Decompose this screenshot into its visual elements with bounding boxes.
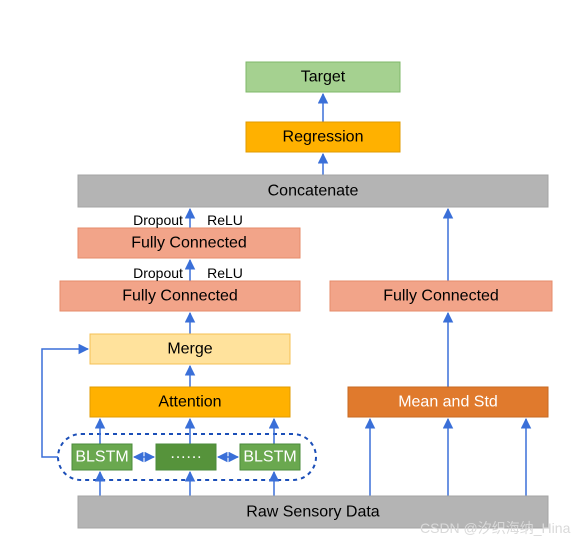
label-relu2: ReLU <box>207 212 243 228</box>
box-concat-label: Concatenate <box>268 183 359 200</box>
box-blstm2: BLSTM <box>240 444 300 470</box>
box-attention: Attention <box>90 387 290 417</box>
box-blstm1-label: BLSTM <box>75 449 128 466</box>
label-dropout1: Dropout <box>133 265 183 281</box>
box-regression: Regression <box>246 122 400 152</box>
box-blstm1: BLSTM <box>72 444 132 470</box>
box-meanstd: Mean and Std <box>348 387 548 417</box>
box-raw-label: Raw Sensory Data <box>246 504 379 521</box>
box-blstm2-label: BLSTM <box>243 449 296 466</box>
box-fc2-label: Fully Connected <box>131 235 247 252</box>
box-merge: Merge <box>90 334 290 364</box>
box-merge-label: Merge <box>167 341 212 358</box>
label-relu1: ReLU <box>207 265 243 281</box>
box-blstmDots-label: ······ <box>170 449 202 466</box>
box-fc_right: Fully Connected <box>330 281 552 311</box>
arrow-19 <box>42 349 88 457</box>
diagram-canvas: Raw Sensory Data BLSTM ······ BLSTM Attentio… <box>0 0 582 544</box>
box-target-label: Target <box>301 69 346 86</box>
box-fc_right-label: Fully Connected <box>383 288 499 305</box>
label-dropout2: Dropout <box>133 212 183 228</box>
box-fc1-label: Fully Connected <box>122 288 238 305</box>
box-meanstd-label: Mean and Std <box>398 394 498 411</box>
box-fc1: Fully Connected <box>60 281 300 311</box>
box-fc2: Fully Connected <box>78 228 300 258</box>
box-regression-label: Regression <box>283 129 364 146</box>
box-attention-label: Attention <box>158 394 221 411</box>
box-blstmDots: ······ <box>156 444 216 470</box>
box-target: Target <box>246 62 400 92</box>
watermark: CSDN @汐织海纳_Hina <box>420 520 571 536</box>
box-concat: Concatenate <box>78 175 548 207</box>
